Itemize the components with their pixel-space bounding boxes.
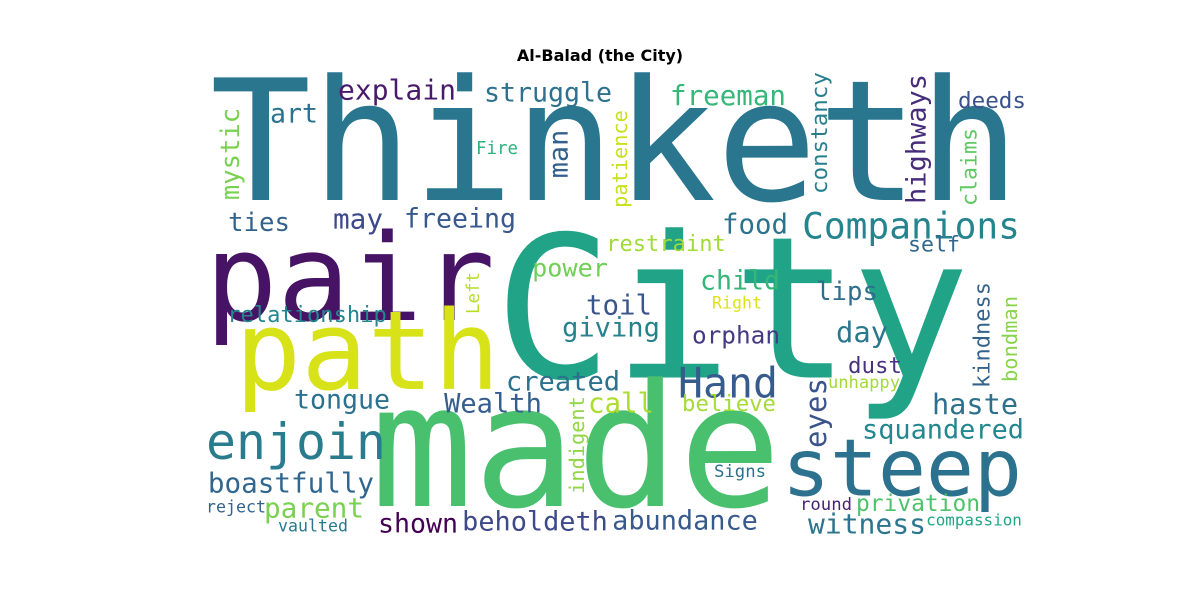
word-made: made <box>370 349 781 547</box>
word-giving: giving <box>562 313 660 344</box>
word-restraint: restraint <box>606 231 726 257</box>
word-path: path <box>235 287 500 415</box>
word-dust: dust <box>848 353 902 379</box>
word-freeing: freeing <box>404 204 516 235</box>
word-lips: lips <box>816 277 878 307</box>
word-explain: explain <box>338 74 456 107</box>
word-self: self <box>908 233 960 258</box>
word-compassion: compassion <box>926 511 1022 530</box>
word-squandered: squandered <box>862 415 1024 446</box>
word-freeman: freeman <box>670 80 786 112</box>
word-relationship: relationship <box>227 302 387 328</box>
word-constancy: constancy <box>807 72 833 194</box>
word-privation: privation <box>856 491 980 517</box>
word-power: power <box>532 254 608 283</box>
word-orphan: orphan <box>692 321 780 350</box>
word-claims: claims <box>958 128 983 206</box>
word-thinketh: Thinketh <box>210 44 1020 240</box>
word-steep: steep <box>782 422 1022 515</box>
word-highways: highways <box>902 74 933 204</box>
word-companions: Companions <box>802 205 1020 248</box>
word-left: Left <box>464 272 484 314</box>
word-haste: haste <box>932 387 1018 421</box>
word-art: art <box>270 99 318 130</box>
word-food: food <box>722 210 788 241</box>
word-call: call <box>588 389 654 420</box>
word-enjoin: enjoin <box>206 413 386 471</box>
word-witness: witness <box>808 508 926 541</box>
word-patience: patience <box>608 110 632 208</box>
word-wealth: Wealth <box>444 389 542 420</box>
word-reject: reject <box>206 498 266 517</box>
word-shown: shown <box>378 509 458 540</box>
word-signs: Signs <box>714 462 766 482</box>
word-mystic: mystic <box>216 108 246 200</box>
word-tongue: tongue <box>294 385 390 416</box>
word-ties: ties <box>228 208 290 238</box>
word-believe: believe <box>682 391 776 417</box>
word-day: day <box>836 315 888 349</box>
word-right: Right <box>712 294 762 313</box>
word-abundance: abundance <box>612 506 758 537</box>
word-beholdeth: beholdeth <box>462 507 608 538</box>
word-pair: pair <box>205 209 495 349</box>
word-toil: toil <box>586 291 652 322</box>
word-boastfully: boastfully <box>208 467 374 500</box>
word-struggle: struggle <box>484 78 612 109</box>
word-deeds: deeds <box>958 88 1026 114</box>
word-round: round <box>800 495 852 515</box>
word-vaulted: vaulted <box>278 517 348 536</box>
word-bondman: bondman <box>998 296 1022 382</box>
word-city: City <box>494 194 970 425</box>
word-unhappy: unhappy <box>828 373 900 393</box>
word-created: created <box>506 367 620 398</box>
word-child: child <box>700 266 780 297</box>
word-man: man <box>544 130 575 178</box>
word-fire: Fire <box>476 139 518 159</box>
word-kindness: kindness <box>971 282 996 388</box>
chart-title: Al-Balad (the City) <box>516 46 684 65</box>
word-may: may <box>333 203 383 236</box>
word-parent: parent <box>264 492 364 525</box>
word-indigent: indigent <box>565 396 589 494</box>
word-hand: Hand <box>678 359 778 408</box>
word-eyes: eyes <box>799 378 833 448</box>
